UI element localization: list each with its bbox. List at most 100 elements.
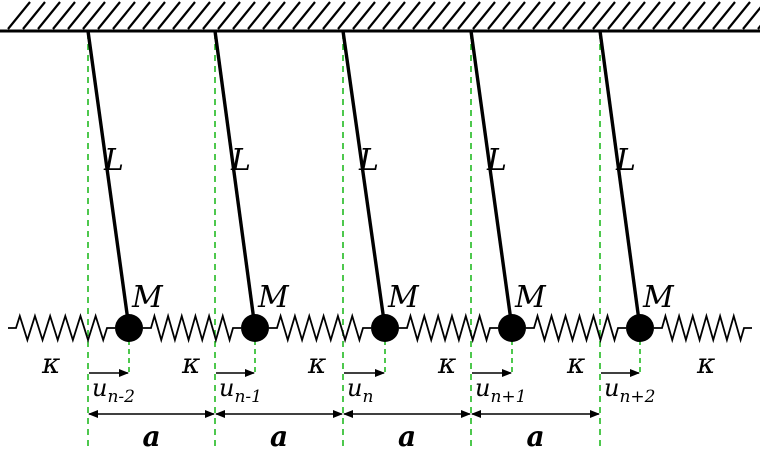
hatch-mark: [22, 1, 46, 30]
hatch-mark: [622, 1, 646, 30]
hatch-mark: [52, 1, 76, 30]
hatch-mark: [652, 1, 676, 30]
pendulum-4: LM: [469, 30, 547, 342]
displacement-symbol: u: [475, 374, 490, 402]
displacement-symbol: u: [604, 374, 619, 402]
displacement-symbol: u: [347, 374, 362, 402]
displacement-subscript: n+1: [490, 387, 526, 407]
displacement-subscript: n-1: [234, 387, 262, 407]
pendulum-mass: [626, 314, 654, 342]
spring-constant-label: κ: [41, 347, 60, 380]
displacement-3: un: [344, 369, 385, 407]
spring-constant-label: κ: [307, 347, 326, 380]
hatch-mark: [157, 1, 181, 30]
pendulum-mass: [241, 314, 269, 342]
pendulum-3: LM: [341, 30, 420, 342]
displacement-1: un-2: [89, 369, 135, 407]
mass-label: M: [642, 280, 675, 315]
pendulum-rod: [86, 30, 131, 329]
hatch-mark: [277, 1, 301, 30]
hatch-mark: [607, 1, 631, 30]
length-label: L: [358, 143, 379, 178]
displacement-label: un-1: [219, 374, 262, 407]
pendulum-mass: [371, 314, 399, 342]
spacing-4: a: [471, 410, 600, 449]
mass-label: M: [131, 280, 164, 315]
hatch-mark: [592, 1, 616, 30]
spring: [526, 312, 626, 344]
pendulum-rod: [213, 30, 257, 329]
length-label: L: [486, 143, 507, 178]
hatch-mark: [337, 1, 361, 30]
spring-constant-label: κ: [437, 347, 456, 380]
spring: [8, 313, 115, 343]
length-label: L: [615, 143, 636, 178]
mass-label: M: [387, 280, 420, 315]
displacement-label: un-2: [92, 374, 135, 407]
ceiling: [0, 1, 760, 33]
hatch-mark: [502, 1, 526, 30]
length-label: L: [230, 143, 251, 178]
spacing-2: a: [215, 410, 343, 449]
hatch-mark: [637, 1, 661, 30]
displacement-symbol: u: [92, 374, 107, 402]
spring-constant-label: κ: [696, 347, 715, 380]
hatch-mark: [367, 1, 391, 30]
hatch-mark: [712, 1, 736, 30]
pendulum-rod: [598, 30, 642, 329]
hatch-mark: [202, 1, 226, 30]
spacing-label: a: [398, 420, 416, 449]
spacing-1: a: [88, 410, 215, 449]
pendulum-mass: [115, 314, 143, 342]
hatch-mark: [352, 1, 376, 30]
hatch-mark: [97, 1, 121, 30]
hatch-mark: [292, 1, 316, 30]
displacement-label: un: [347, 374, 373, 407]
hatch-mark: [217, 1, 241, 30]
hatch-mark: [322, 1, 346, 30]
pendulum-rod: [469, 30, 514, 329]
ceiling-hatching: [7, 1, 760, 30]
hatch-mark: [412, 1, 436, 30]
displacement-label: un+2: [604, 374, 655, 407]
hatch-mark: [577, 1, 601, 30]
hatch-mark: [742, 6, 760, 30]
hatch-mark: [187, 1, 211, 30]
spacing-label: a: [270, 420, 288, 449]
displacement-4: un+1: [472, 369, 526, 407]
hatch-mark: [517, 1, 541, 30]
hatch-mark: [37, 1, 61, 30]
hatch-mark: [232, 1, 256, 30]
displacement-subscript: n-2: [107, 387, 135, 407]
hatch-mark: [547, 1, 571, 30]
hatch-mark: [247, 1, 271, 30]
hatch-mark: [727, 1, 751, 30]
displacement-2: un-1: [216, 369, 262, 407]
hatch-mark: [457, 1, 481, 30]
mass-label: M: [514, 280, 547, 315]
hatch-mark: [67, 1, 91, 30]
displacement-arrows: un-2 un-1 un un+1 un+2: [89, 369, 655, 407]
hatch-mark: [127, 1, 151, 30]
spacing-label: a: [143, 420, 161, 449]
displacement-5: un+2: [601, 369, 655, 407]
hatch-mark: [442, 1, 466, 30]
displacement-label: un+1: [475, 374, 526, 407]
spring-constant-label: κ: [181, 347, 200, 380]
spring-chain: [8, 312, 752, 344]
spacing-3: a: [343, 410, 471, 449]
mass-label: M: [257, 280, 290, 315]
hatch-mark: [532, 1, 556, 30]
hatch-mark: [142, 1, 166, 30]
spacing-label: a: [527, 420, 545, 449]
spring: [654, 312, 752, 344]
pendulum-5: LM: [598, 30, 675, 342]
pendulum-rod: [341, 30, 387, 329]
hatch-mark: [262, 1, 286, 30]
pendulum-1: LM: [86, 30, 164, 342]
hatch-mark: [397, 1, 421, 30]
